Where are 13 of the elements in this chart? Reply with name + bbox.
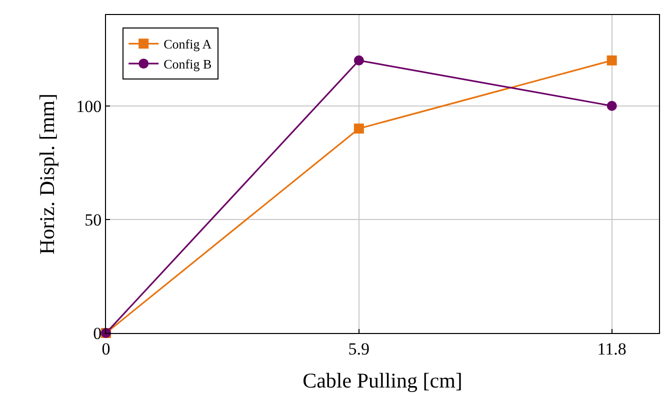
y-tick-label: 0 <box>93 324 102 343</box>
y-axis-title: Horiz. Displ. [mm] <box>35 94 60 254</box>
point <box>354 124 364 134</box>
point <box>606 55 617 66</box>
x-tick-label: 5.9 <box>348 339 370 358</box>
point <box>354 55 364 66</box>
x-axis-title: Cable Pulling [cm] <box>302 368 462 393</box>
x-tick-label: 11.8 <box>597 339 626 358</box>
legend-label: Config A <box>164 36 212 52</box>
y-tick-label: 50 <box>84 210 102 230</box>
y-tick-label: 100 <box>76 96 102 116</box>
point <box>606 100 617 111</box>
legend-label: Config B <box>164 56 212 72</box>
